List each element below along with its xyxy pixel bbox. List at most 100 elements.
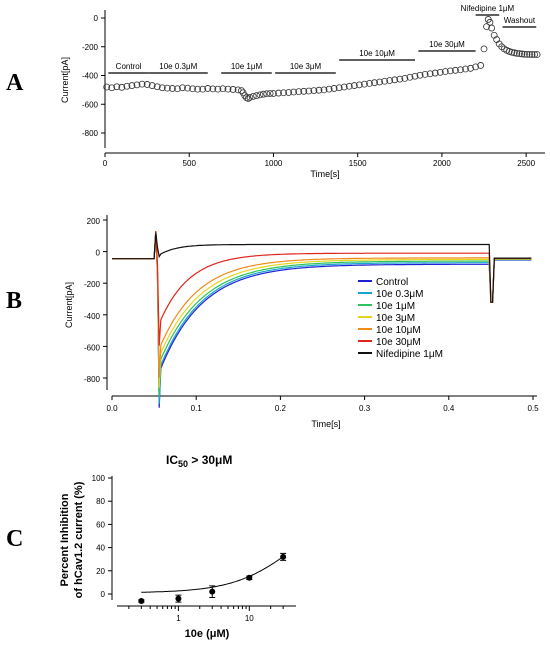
panel-a-data-point (168, 85, 176, 92)
panel-a-data-point (305, 87, 313, 95)
panel-a-data-point (179, 84, 186, 92)
panel-a-data-point (330, 85, 338, 92)
panel-b-y-label: Current[pA] (64, 282, 74, 328)
panel-a-data-point (521, 50, 528, 58)
panel-a-data-point (320, 86, 328, 94)
panel-a-data-point (451, 66, 459, 74)
panel-b-trace (112, 231, 532, 378)
panel-a-data-point (523, 50, 531, 58)
panel-a-data-point (263, 90, 271, 98)
panel-a-data-point (416, 71, 424, 79)
panel-c-x-label: 10e (μM) (185, 628, 230, 640)
panel-a-data-point (118, 83, 126, 91)
panel-a-data-point (123, 82, 131, 90)
panel-b-x-tick-label: 0.0 (106, 404, 118, 413)
panel-a-data-point (381, 77, 389, 85)
panel-a-data-point (148, 82, 156, 89)
panel-b-x-tick-label: 0.4 (443, 404, 455, 413)
panel-b-y-tick-label: -400 (84, 312, 101, 321)
panel-a-data-point (401, 74, 409, 82)
panel-b-y-tick-label: -200 (84, 280, 101, 289)
panel-a-data-point (345, 82, 353, 90)
panel-a-condition-label: Control (116, 62, 142, 71)
panel-a-condition-label: 10e 30μM (429, 40, 465, 49)
panel-a-data-point (488, 24, 496, 32)
panel-b-x-label: Time[s] (311, 419, 340, 429)
panel-c-y-tick-label: 80 (96, 497, 105, 506)
panel-c-title: IC50 > 30μM (166, 453, 232, 469)
panel-a-data-point (518, 50, 526, 58)
panel-a-data-point (467, 64, 474, 72)
panel-label-c: C (6, 526, 23, 552)
panel-b-y-tick-label: 200 (87, 217, 101, 226)
panel-a-data-point (184, 84, 191, 92)
panel-a-data-point (219, 85, 227, 93)
panel-a-data-point (280, 89, 287, 97)
panel-a-data-point (285, 89, 293, 96)
panel-a-data-point (325, 85, 333, 93)
panel-c-y-tick-label: 40 (96, 544, 105, 553)
panel-a-data-point (315, 86, 323, 94)
panel-label-b: B (6, 288, 22, 314)
panel-a-data-point (133, 81, 141, 89)
panel-a-data-point (249, 92, 257, 100)
panel-c-x-tick-label: 10 (245, 614, 254, 623)
panel-a-data-point (376, 78, 383, 86)
panel-a-data-point (528, 51, 536, 58)
panel-b-legend-label: 10e 30μM (376, 337, 421, 348)
panel-c-y-tick-label: 100 (92, 474, 106, 483)
panel-b-trace (112, 231, 532, 396)
panel-b-legend-label: 10e 10μM (376, 325, 421, 336)
panel-a-data-point (174, 85, 181, 93)
panel-a-y-tick-label: -800 (82, 129, 99, 138)
panel-a-data-point (462, 65, 469, 73)
panel-a-data-point (526, 50, 533, 58)
panel-a-data-point (266, 90, 274, 97)
panel-a-data-point (275, 89, 282, 97)
panel-a-x-tick-label: 1000 (265, 159, 283, 168)
panel-c-chart: IC50 > 30μM 0 20 40 60 80 100 1 10 10e (μM) Pe… (59, 453, 296, 640)
panel-a-condition-label: Washout (504, 16, 536, 25)
panel-a-condition-label: Nifedipine 1μM (461, 4, 515, 13)
panel-a-data-point (214, 85, 222, 93)
panel-a-data-point (204, 85, 212, 92)
panel-a-data-point (516, 50, 523, 58)
panel-a-data-point (238, 87, 245, 94)
panel-b-trace (112, 232, 532, 303)
panel-a-data-point (290, 88, 298, 96)
panel-c-fit-curve (141, 555, 285, 593)
panel-a-data-point (234, 86, 242, 94)
panel-a-data-point (128, 82, 136, 89)
panel-c-y-label-line1: Percent Inhibition (59, 493, 71, 586)
panel-a-data-point (340, 83, 348, 91)
panel-a-data-point (143, 81, 151, 88)
panel-c-data-point (175, 595, 182, 602)
panel-a-data-point (138, 80, 146, 88)
panel-a-data-point (295, 88, 303, 95)
panel-a-data-point (194, 85, 202, 93)
panel-a-x-tick-label: 2500 (517, 159, 535, 168)
panel-b-trace (112, 231, 532, 388)
panel-a-condition-label: 10e 3μM (290, 62, 322, 71)
panel-b-x-tick-label: 0.2 (275, 404, 287, 413)
panel-a-data-point (209, 85, 217, 93)
panel-a-y-tick-label: -400 (82, 72, 99, 81)
panel-a-condition-label: 10e 0.3μM (159, 62, 197, 71)
panel-b-trace (112, 231, 532, 408)
panel-a-data-point (108, 84, 116, 92)
panel-a-y-label: Current[pA] (60, 57, 70, 103)
panel-a-condition-label: 10e 1μM (231, 62, 263, 71)
panel-a-data-point (103, 83, 111, 91)
panel-a-y-tick-label: -600 (82, 100, 99, 109)
panel-a-data-point (259, 90, 267, 98)
panel-a-data-point (113, 83, 121, 91)
panel-c-y-tick-label: 0 (101, 590, 106, 599)
panel-a-data-point (361, 80, 368, 88)
panel-a-x-tick-label: 2000 (433, 159, 451, 168)
panel-a-data-point (366, 80, 373, 87)
panel-a-data-point (199, 85, 207, 93)
panel-c-data-point (138, 597, 145, 604)
panel-b-legend-label: 10e 1μM (376, 301, 415, 312)
panel-a-data-point (386, 77, 394, 84)
